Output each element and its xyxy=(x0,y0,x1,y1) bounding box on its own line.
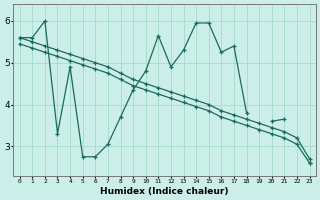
X-axis label: Humidex (Indice chaleur): Humidex (Indice chaleur) xyxy=(100,187,229,196)
